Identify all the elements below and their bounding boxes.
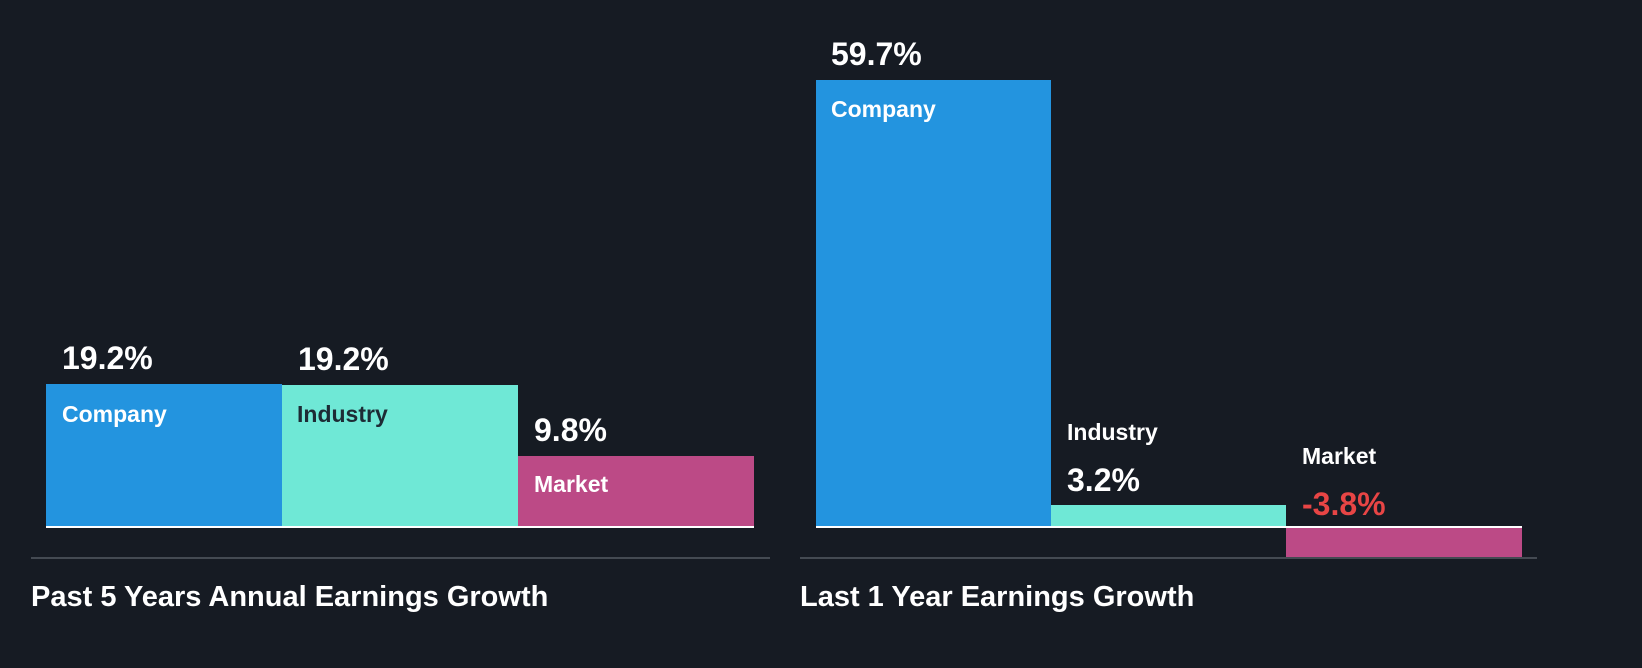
left-company-value: 19.2% xyxy=(62,340,153,376)
right-industry-label: Industry xyxy=(1067,419,1158,445)
left-market-bar[interactable]: Market xyxy=(518,456,754,527)
right-industry-bar[interactable] xyxy=(1051,505,1286,527)
left-industry-value: 19.2% xyxy=(298,341,389,377)
right-industry-value: 3.2% xyxy=(1067,462,1140,498)
left-market-label: Market xyxy=(534,471,609,497)
left-company-label: Company xyxy=(62,401,167,427)
left-baseline xyxy=(46,526,754,528)
right-market-value: -3.8% xyxy=(1302,486,1386,522)
right-market-bar[interactable] xyxy=(1286,527,1522,557)
left-chart-title: Past 5 Years Annual Earnings Growth xyxy=(31,581,549,613)
right-company-value: 59.7% xyxy=(831,36,922,72)
left-divider xyxy=(31,557,770,559)
right-company-bar[interactable]: Company xyxy=(816,80,1051,527)
left-market-value: 9.8% xyxy=(534,412,607,448)
left-industry-label: Industry xyxy=(297,401,388,427)
left-company-bar[interactable]: Company xyxy=(46,384,282,527)
right-company-label: Company xyxy=(831,96,936,122)
right-chart-title: Last 1 Year Earnings Growth xyxy=(800,581,1195,613)
right-divider xyxy=(800,557,1537,559)
right-baseline xyxy=(816,526,1522,528)
right-market-label: Market xyxy=(1302,443,1377,469)
left-industry-bar[interactable]: Industry xyxy=(282,385,518,527)
